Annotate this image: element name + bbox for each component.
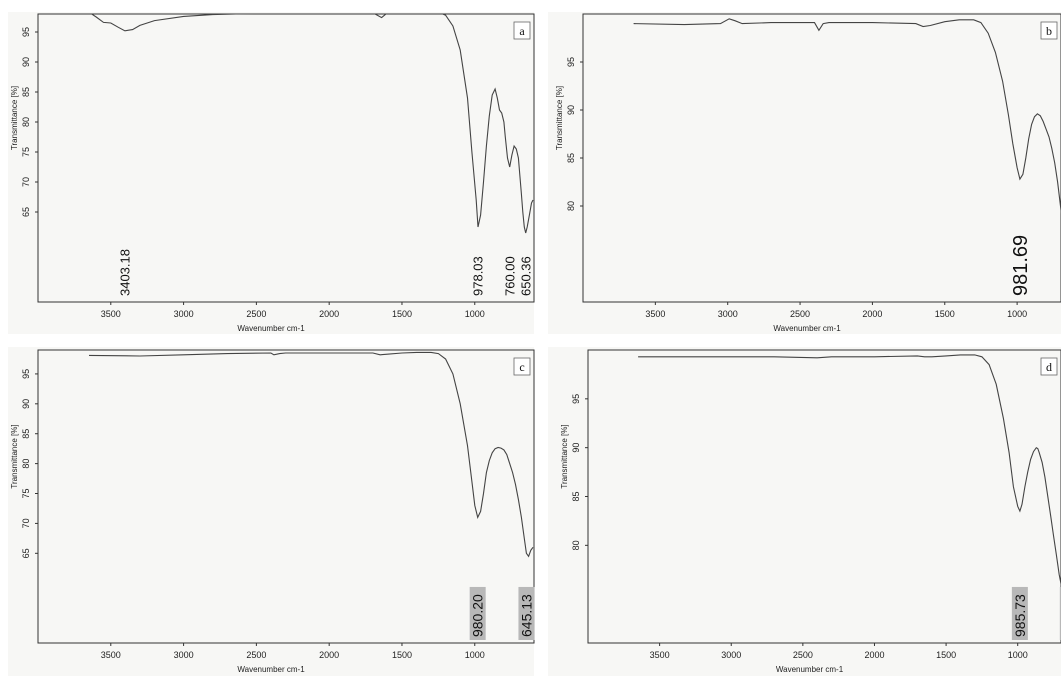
y-tick-label: 70 (21, 518, 31, 528)
x-tick-label: 3500 (101, 309, 121, 319)
y-axis-title: Transmittance [%] (555, 86, 564, 150)
panel-b: 3500 3000 2500 2000 1500 1000 80 85 90 95 Wavenumb… (548, 12, 1061, 334)
peak-label: 978.03 (471, 256, 486, 296)
y-tick-label: 90 (21, 399, 31, 409)
peak-label: 646.77 (1058, 235, 1061, 296)
panel-a-frame (37, 13, 535, 303)
x-tick-label: 3500 (101, 650, 121, 660)
x-tick-label: 3000 (721, 650, 741, 660)
x-tick-label: 3000 (174, 309, 194, 319)
spectrum-line (90, 14, 534, 234)
y-tick-label: 90 (566, 105, 576, 115)
y-tick-label: 80 (571, 540, 581, 550)
x-tick-label: 2500 (790, 309, 810, 319)
panel-letter: c (519, 360, 524, 374)
panel-c-frame (37, 349, 535, 644)
y-tick-label: 95 (571, 394, 581, 404)
y-tick-label: 90 (21, 57, 31, 67)
panel-b-background (548, 12, 1061, 334)
peak-label: 3403.18 (117, 249, 132, 296)
peak-label: 981.69 (1010, 235, 1032, 296)
panel-letter-box (513, 21, 531, 40)
panel-letter-box (513, 357, 531, 376)
panel-d-background (548, 347, 1061, 676)
peak-label-highlight (469, 586, 486, 640)
y-tick-label: 85 (571, 491, 581, 501)
x-tick-label: 1500 (392, 309, 412, 319)
x-tick-label: 2000 (864, 650, 884, 660)
y-tick-label: 70 (21, 177, 31, 187)
peak-label: 650.05 (1060, 594, 1061, 637)
peak-label: 645.13 (518, 594, 534, 637)
spectrum-line (638, 354, 1061, 587)
y-axis-title: Transmittance [%] (10, 86, 19, 150)
x-tick-label: 1500 (935, 309, 955, 319)
y-tick-label: 85 (566, 153, 576, 163)
y-axis-title: Transmittance [%] (560, 424, 569, 488)
y-tick-label: 75 (21, 489, 31, 499)
peak-label: 760.00 (502, 256, 517, 296)
y-tick-label: 65 (21, 207, 31, 217)
peak-label: 650.36 (518, 256, 533, 296)
y-tick-label: 90 (571, 443, 581, 453)
spectrum-line (88, 351, 534, 558)
y-tick-label: 95 (566, 57, 576, 67)
y-tick-label: 85 (21, 429, 31, 439)
x-tick-label: 1000 (1008, 650, 1028, 660)
x-tick-label: 2000 (862, 309, 882, 319)
x-axis-title: Wavenumber cm-1 (773, 324, 841, 333)
x-axis-title: Wavenumber cm-1 (237, 324, 305, 333)
panel-c: 3500 3000 2500 2000 1500 1000 65 70 75 80 85 90 95 Wa… (8, 347, 535, 676)
x-tick-label: 2000 (319, 309, 339, 319)
x-tick-label: 2000 (319, 650, 339, 660)
y-tick-label: 80 (566, 201, 576, 211)
panel-a-background (8, 12, 534, 334)
panel-c-background (8, 347, 534, 676)
x-tick-label: 3000 (718, 309, 738, 319)
y-tick-label: 95 (21, 369, 31, 379)
y-tick-label: 75 (21, 147, 31, 157)
x-tick-label: 1500 (392, 650, 412, 660)
y-tick-label: 65 (21, 548, 31, 558)
panel-letter-box (1040, 357, 1058, 376)
panel-letter: a (519, 24, 525, 38)
peak-label-highlight (1059, 586, 1061, 640)
y-tick-label: 80 (21, 117, 31, 127)
y-axis-title: Transmittance [%] (10, 424, 19, 488)
y-tick-label: 80 (21, 459, 31, 469)
peak-label: 985.73 (1012, 594, 1028, 637)
x-tick-label: 3500 (650, 650, 670, 660)
y-tick-label: 95 (21, 27, 31, 37)
peak-label-highlight (1011, 586, 1028, 640)
x-tick-label: 3500 (645, 309, 665, 319)
x-axis-title: Wavenumber cm-1 (237, 665, 305, 674)
peak-label-highlight (518, 586, 535, 640)
panel-a: 3500 3000 2500 2000 1500 1000 65 70 75 80 85 90 95 Wa… (8, 12, 535, 334)
x-tick-label: 1000 (465, 309, 485, 319)
peak-label: 980.20 (470, 594, 486, 637)
panel-letter-box (1040, 21, 1058, 40)
x-tick-label: 1000 (465, 650, 485, 660)
x-tick-label: 1000 (1007, 309, 1027, 319)
x-tick-label: 2500 (793, 650, 813, 660)
x-tick-label: 3000 (174, 650, 194, 660)
panel-letter: b (1046, 24, 1052, 38)
x-axis-title: Wavenumber cm-1 (776, 665, 844, 674)
spectrum-line (633, 18, 1061, 215)
x-tick-label: 1500 (936, 650, 956, 660)
y-tick-label: 85 (21, 87, 31, 97)
x-tick-label: 2500 (246, 309, 266, 319)
panel-letter: d (1046, 360, 1052, 374)
panel-d: 3500 3000 2500 2000 1500 1000 80 85 90 95 Wavenumb… (548, 347, 1061, 676)
x-tick-label: 2500 (246, 650, 266, 660)
